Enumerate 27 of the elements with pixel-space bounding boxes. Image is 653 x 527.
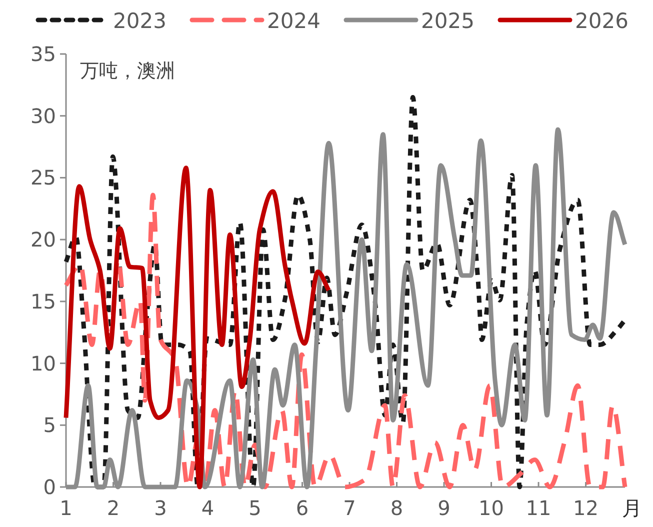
y-tick-label: 10 [30,351,56,376]
x-tick-label: 1 [60,496,72,520]
x-tick-label: 8 [390,496,404,520]
x-tick-label: 6 [296,496,309,520]
x-tick-label: 3 [154,496,167,520]
y-axis-title: 万吨，澳洲 [80,60,175,82]
x-axis-title: 月 [622,496,642,520]
y-tick-label: 15 [30,289,56,314]
legend-label: 2026 [575,9,628,33]
x-tick-label: 11 [526,496,552,520]
legend-label: 2023 [113,9,166,33]
x-tick-label: 5 [248,496,262,520]
y-tick-label: 0 [43,475,56,499]
x-tick-label: 10 [478,496,504,520]
y-tick-label: 20 [30,228,56,252]
legend-label: 2025 [421,9,474,33]
x-tick-label: 4 [201,496,214,520]
line-series [64,166,331,490]
y-tick-label: 30 [30,104,56,128]
x-tick-label: 7 [343,496,356,520]
x-tick-label: 2 [106,496,120,520]
y-tick-label: 5 [43,413,56,438]
y-tick-label: 25 [30,166,56,190]
x-tick-label: 9 [438,496,450,520]
x-tick-label: 12 [573,496,599,520]
legend-label: 2024 [267,9,320,33]
y-tick-label: 35 [30,42,56,66]
